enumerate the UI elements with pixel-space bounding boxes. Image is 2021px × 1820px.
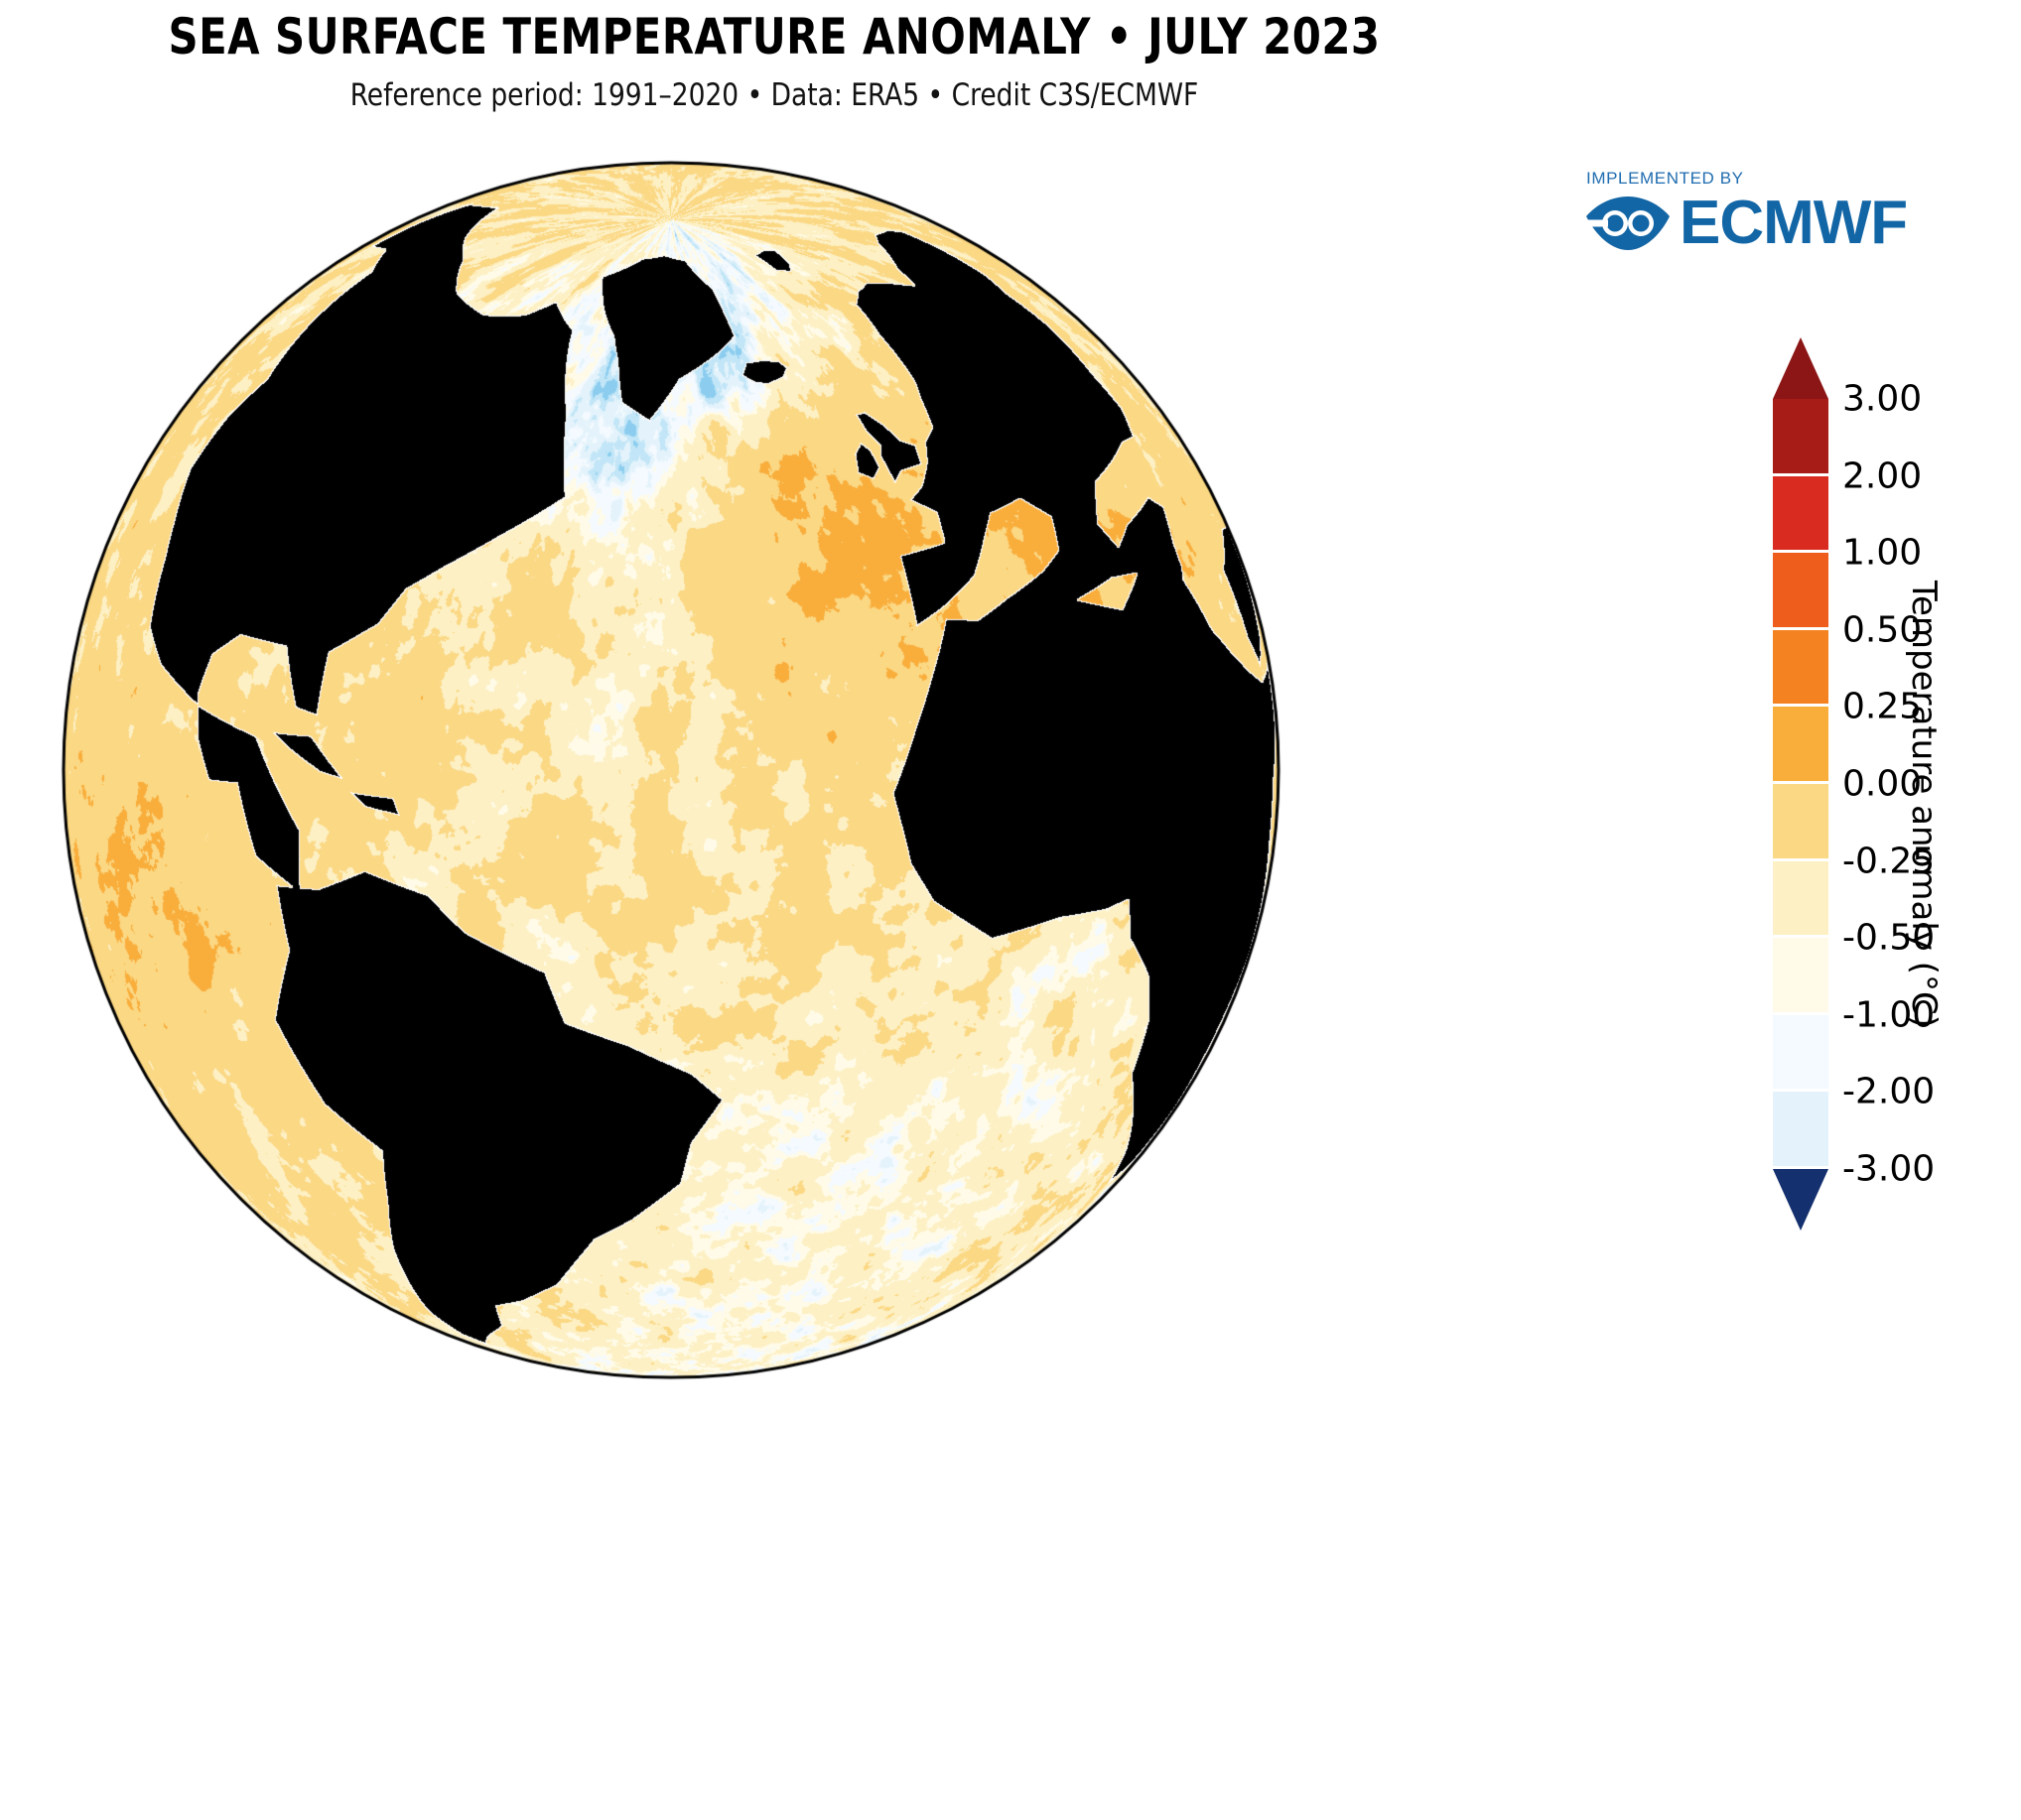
- colorbar-tick-label: -0.50: [1842, 917, 1936, 959]
- colorbar-tick-label: -0.25: [1842, 841, 1936, 882]
- colorbar-tick-label: 0.00: [1842, 763, 1923, 805]
- colorbar-tick-label: -3.00: [1842, 1148, 1936, 1190]
- colorbar-band: [1773, 938, 1828, 1012]
- ecmwf-emblem-icon: [1582, 196, 1670, 250]
- colorbar-band: [1773, 1014, 1828, 1090]
- colorbar-band: [1773, 475, 1828, 551]
- colorbar-band: [1773, 860, 1828, 936]
- colorbar-tick-label: -2.00: [1842, 1071, 1936, 1112]
- colorbar-tick-label: 0.25: [1842, 686, 1923, 727]
- globe-map: [56, 155, 1286, 1385]
- colorbar-tick-label: -1.00: [1842, 994, 1936, 1036]
- colorbar-tick-label: 3.00: [1842, 378, 1923, 420]
- page-subtitle: Reference period: 1991–2020 • Data: ERA5…: [349, 77, 1199, 113]
- ecmwf-wordmark: ECMWF: [1680, 189, 1908, 257]
- colorbar-tick-label: 2.00: [1842, 455, 1923, 497]
- colorbar-band: [1773, 784, 1828, 858]
- colorbar-band: [1773, 629, 1828, 705]
- colorbar-tick-label: 0.50: [1842, 609, 1923, 651]
- logo-kicker-text: IMPLEMENTED BY: [1586, 169, 1744, 188]
- sst-anomaly-globe-canvas: [56, 155, 1286, 1385]
- colorbar-tick-label: 1.00: [1842, 532, 1923, 574]
- colorbar-axis-label: Temperature anomaly (°C): [1904, 581, 1944, 1028]
- ecmwf-logo: IMPLEMENTED BY ECMWF: [1582, 169, 1910, 254]
- colorbar-band: [1773, 553, 1828, 627]
- colorbar-gradient: [1773, 337, 1828, 1231]
- colorbar-band: [1773, 707, 1828, 781]
- colorbar-band: [1773, 399, 1828, 473]
- colorbar-over-arrow: [1773, 337, 1828, 399]
- page-title: SEA SURFACE TEMPERATURE ANOMALY • JULY 2…: [168, 8, 1381, 65]
- colorbar-band: [1773, 1092, 1828, 1166]
- colorbar: 3.00 2.00 1.00 0.50 0.25 0.00 -0.25 -0.50 -1.00 -…: [1773, 337, 2021, 1231]
- colorbar-under-arrow: [1773, 1169, 1828, 1231]
